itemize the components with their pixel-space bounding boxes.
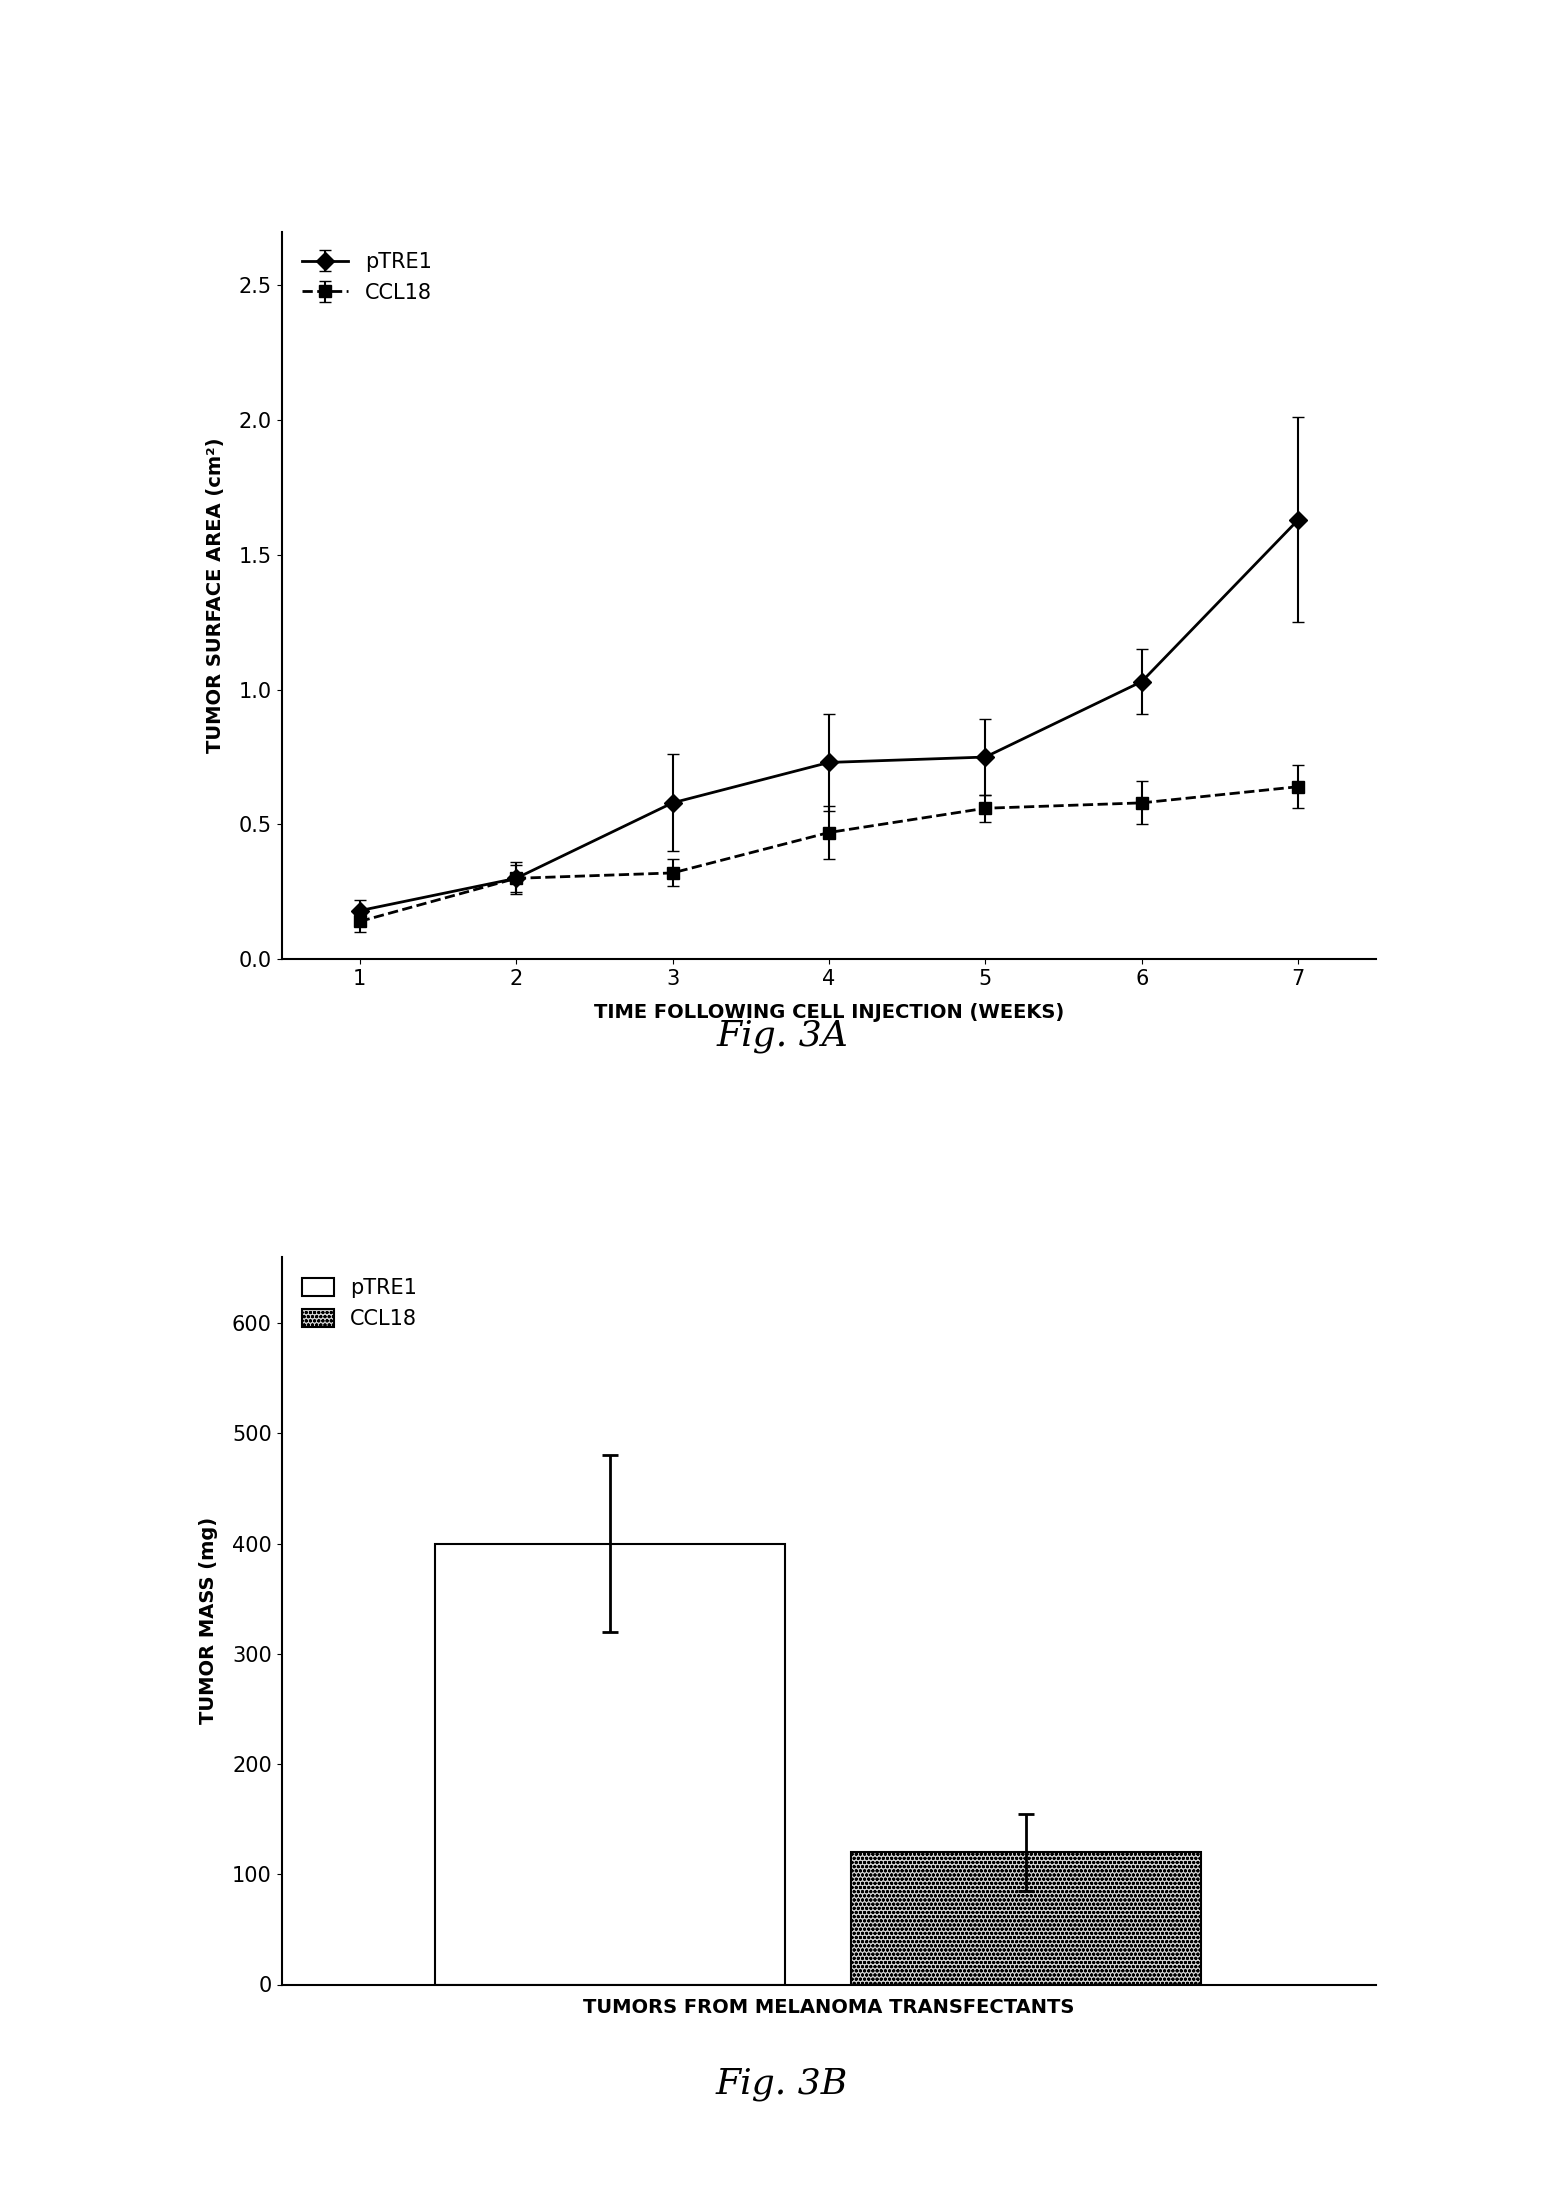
Legend: pTRE1, CCL18: pTRE1, CCL18 [292,1268,427,1338]
X-axis label: TIME FOLLOWING CELL INJECTION (WEEKS): TIME FOLLOWING CELL INJECTION (WEEKS) [594,1003,1064,1021]
X-axis label: TUMORS FROM MELANOMA TRANSFECTANTS: TUMORS FROM MELANOMA TRANSFECTANTS [583,1998,1074,2018]
Text: Fig. 3B: Fig. 3B [716,2066,848,2101]
Bar [435,1544,785,1985]
Text: Fig. 3A: Fig. 3A [716,1019,848,1054]
Y-axis label: TUMOR SURFACE AREA (cm²): TUMOR SURFACE AREA (cm²) [206,437,225,754]
Legend: pTRE1, CCL18: pTRE1, CCL18 [292,243,443,313]
Y-axis label: TUMOR MASS (mg): TUMOR MASS (mg) [199,1517,217,1724]
Bar [851,1852,1201,1984]
